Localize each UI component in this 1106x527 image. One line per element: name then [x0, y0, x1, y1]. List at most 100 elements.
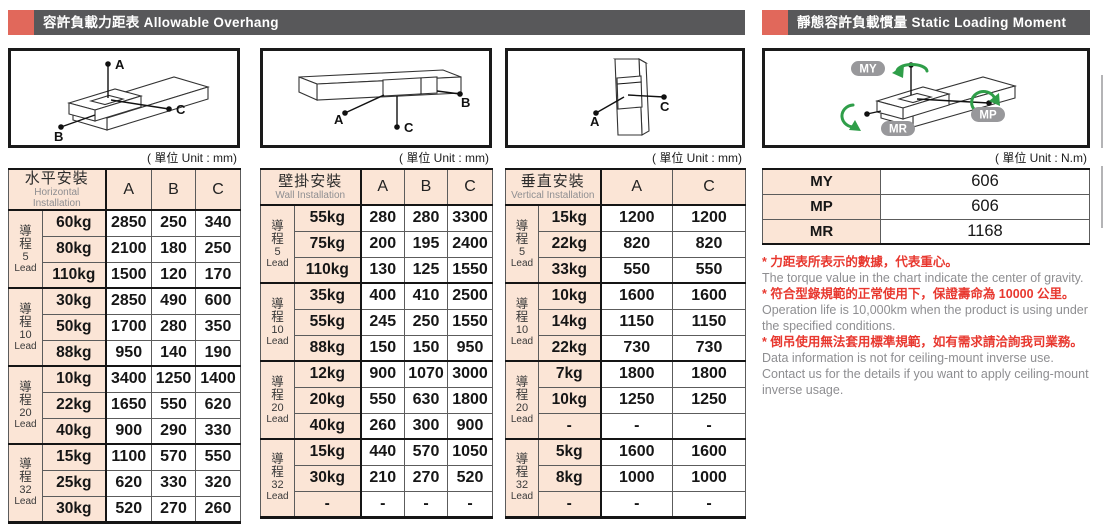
table-row: 88kg 950 140 190: [9, 339, 242, 367]
value-cell: -: [672, 412, 747, 440]
load-label: 55kg: [293, 204, 362, 232]
load-label: 110kg: [41, 261, 107, 289]
load-label: 5kg: [537, 438, 602, 466]
value-cell: 440: [359, 438, 406, 466]
vertical-installation-column: A C ( 單位 Unit : mm) 垂直安裝 Vertical Install…: [504, 48, 747, 524]
column-header-b: B: [151, 168, 197, 211]
load-label: -: [537, 412, 602, 440]
moment-rail-isometric-icon: MY MP MR: [840, 61, 1018, 136]
value-cell: 520: [447, 464, 494, 492]
value-cell: 340: [195, 209, 242, 237]
value-cell: 950: [447, 334, 494, 362]
table-row: MY 606: [762, 168, 1090, 195]
note-zh: * 力距表所表示的數據，代表重心。: [762, 255, 958, 269]
table-row: MR 1168: [762, 218, 1090, 245]
value-cell: 150: [359, 334, 406, 362]
value-cell: 150: [404, 334, 449, 362]
value-cell: -: [359, 490, 406, 518]
table-row: ---: [506, 490, 747, 518]
table-row: 導程 5 Lead 15kg 1200 1200: [505, 204, 747, 284]
value-cell: 490: [151, 287, 197, 315]
diagram-label-a: A: [590, 114, 600, 129]
table-row: 導程 20 Lead 12kg 900 1070 3000: [260, 360, 494, 440]
table-row: 導程 20 Lead 10kg 3400 1250 1400: [8, 365, 242, 445]
value-cell: 250: [195, 235, 242, 263]
column-header-a: A: [359, 168, 406, 206]
table-row: 88kg 150 150 950: [261, 334, 494, 362]
value-cell: 2500: [447, 282, 494, 310]
value-cell: 330: [151, 469, 197, 497]
load-label: 88kg: [293, 334, 362, 362]
value-cell: 1250: [672, 386, 747, 414]
value-cell: 620: [195, 391, 242, 419]
value-cell: 1800: [447, 386, 494, 414]
table-row: 55kg 245 250 1550: [261, 308, 494, 336]
footnotes: * 力距表所表示的數據，代表重心。 The torque value in th…: [762, 254, 1090, 398]
load-label: 80kg: [41, 235, 107, 263]
column-header-a: A: [599, 168, 674, 206]
wall-installation-diagram: A B C: [260, 48, 492, 148]
value-cell: 195: [404, 230, 449, 258]
table-row: 30kg 520 270 260: [9, 495, 242, 523]
value-cell: 125: [404, 256, 449, 284]
unit-label-mm: ( 單位 Unit : mm): [652, 151, 742, 165]
value-cell: 1600: [672, 282, 747, 310]
red-accent-square: [762, 10, 788, 35]
load-label: 30kg: [41, 495, 107, 523]
value-cell: 1700: [104, 313, 153, 341]
value-cell: 270: [404, 464, 449, 492]
table-row: ----: [261, 490, 494, 518]
section-header-left: 容許負載力距表 Allowable Overhang: [8, 10, 745, 35]
value-cell: 2850: [104, 209, 153, 237]
note-en: The torque value in the chart indicate t…: [762, 271, 1084, 285]
value-cell: 630: [404, 386, 449, 414]
diagram-label-a: A: [334, 112, 344, 127]
value-cell: 180: [151, 235, 197, 263]
wall-installation-column: A B C ( 單位 Unit : mm) 壁掛安裝 Wall Installat…: [259, 48, 494, 524]
value-cell: 1500: [104, 261, 153, 289]
value-cell: 1250: [151, 365, 197, 393]
moment-label: MR: [762, 218, 881, 245]
unit-label-nm: ( 單位 Unit : N.m): [995, 151, 1087, 165]
value-cell: 330: [195, 417, 242, 445]
table-row: 25kg 620 330 320: [9, 469, 242, 497]
table-row: 導程 5 Lead 60kg 2850 250 340: [8, 209, 242, 289]
table-row: 50kg 1700 280 350: [9, 313, 242, 341]
load-label: 7kg: [537, 360, 602, 388]
value-cell: 170: [195, 261, 242, 289]
table-row: 22kg 730 730: [506, 334, 747, 362]
moment-badge-my: MY: [859, 64, 877, 76]
table-row: 75kg 200 195 2400: [261, 230, 494, 258]
value-cell: 1600: [599, 438, 674, 466]
table-row: 導程 32 Lead 15kg 1100 570 550: [8, 443, 242, 523]
diagram-label-b: B: [461, 95, 470, 110]
diagram-label-b: B: [54, 129, 63, 144]
value-cell: 260: [359, 412, 406, 440]
note-zh: * 倒吊使用無法套用標準規範，如有需求請洽詢我司業務。: [762, 335, 1083, 349]
value-cell: 3300: [447, 204, 494, 232]
moment-value: 606: [880, 193, 1090, 220]
load-label: 22kg: [537, 230, 602, 258]
load-label: 10kg: [537, 386, 602, 414]
column-header-c: C: [195, 168, 242, 211]
lead-group-label: 導程 20 Lead: [8, 365, 43, 445]
red-accent-square: [8, 10, 34, 35]
value-cell: 900: [104, 417, 153, 445]
load-label: 75kg: [293, 230, 362, 258]
diagram-label-c: C: [404, 120, 414, 135]
table-row: 10kg 1250 1250: [506, 386, 747, 414]
value-cell: -: [672, 490, 747, 518]
load-label: 15kg: [537, 204, 602, 232]
table-row: 14kg 1150 1150: [506, 308, 747, 336]
value-cell: 570: [404, 438, 449, 466]
value-cell: 550: [151, 391, 197, 419]
table-header-row: 水平安裝 Horizontal Installation A B C: [7, 168, 242, 211]
value-cell: 280: [151, 313, 197, 341]
section-header-right: 靜態容許負載慣量 Static Loading Moment: [762, 10, 1090, 35]
load-label: 30kg: [293, 464, 362, 492]
load-label: 15kg: [293, 438, 362, 466]
value-cell: -: [447, 490, 494, 518]
value-cell: 730: [672, 334, 747, 362]
value-cell: 270: [151, 495, 197, 523]
column-header-c: C: [672, 168, 747, 206]
